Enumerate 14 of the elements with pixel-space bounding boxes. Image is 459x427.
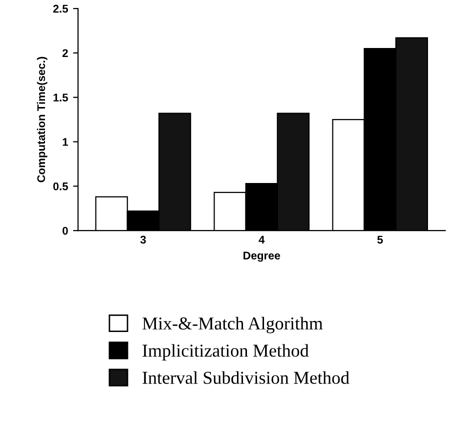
x-tick-label: 4 bbox=[258, 236, 265, 244]
x-axis-title: Degree bbox=[244, 252, 280, 262]
x-tick-label: 5 bbox=[377, 236, 383, 244]
y-tick-label: 0 bbox=[62, 226, 68, 235]
legend-label: Interval Subdivision Method bbox=[142, 371, 350, 384]
y-tick-label: 0.5 bbox=[53, 182, 68, 190]
legend-label: Mix-&-Match Algorithm bbox=[142, 316, 323, 334]
x-tick-label: 3 bbox=[140, 236, 146, 244]
y-tick-label: 2.5 bbox=[53, 4, 68, 13]
y-tick-label: 1 bbox=[62, 138, 68, 146]
legend-label: Implicitization Method bbox=[142, 344, 309, 360]
y-axis-title: Computation Time(sec.) bbox=[36, 56, 48, 182]
y-tick-label: 2 bbox=[62, 49, 68, 57]
y-tick-label: 1.5 bbox=[54, 94, 68, 102]
